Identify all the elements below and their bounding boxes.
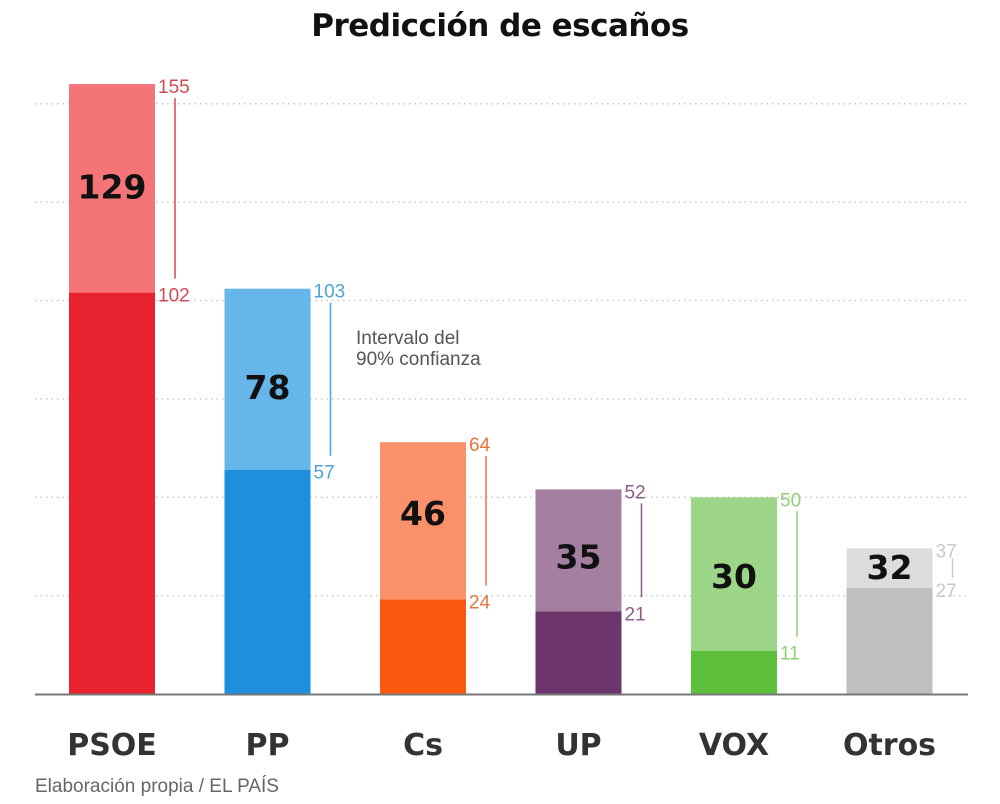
lower-bound-label: 102 (158, 286, 190, 307)
bar-interval-lower (380, 599, 466, 694)
upper-bound-label: 50 (780, 490, 801, 511)
lower-bound-label: 24 (469, 593, 491, 614)
category-label: PP (246, 728, 290, 763)
category-label: Otros (843, 728, 936, 763)
lower-bound-label: 57 (314, 463, 335, 484)
lower-bound-label: 21 (625, 604, 646, 625)
category-label: PSOE (67, 728, 157, 763)
bar-interval-upper (224, 288, 311, 470)
upper-bound-label: 103 (314, 282, 346, 303)
bar-interval-upper (380, 442, 466, 600)
upper-bound-label: 64 (469, 435, 491, 456)
lower-bound-label: 27 (936, 581, 957, 602)
category-label: UP (555, 728, 601, 763)
source-credit: Elaboración propia / EL PAÍS (35, 776, 279, 797)
prediction-value-label: 78 (245, 368, 291, 407)
bar-interval-upper (535, 489, 622, 612)
bar-interval-lower (846, 587, 933, 694)
bar-interval-lower (69, 292, 155, 694)
upper-bound-label: 37 (936, 541, 957, 562)
chart-title: Predicción de escaños (311, 8, 689, 44)
lower-bound-label: 11 (780, 644, 800, 665)
category-label: Cs (403, 728, 443, 763)
confidence-interval-annotation: Intervalo del 90% confianza (356, 328, 481, 370)
bar-interval-upper (691, 497, 777, 651)
prediction-value-label: 46 (400, 494, 446, 533)
bar-interval-upper (846, 548, 933, 588)
upper-bound-label: 155 (158, 77, 190, 98)
prediction-value-label: 129 (78, 167, 147, 206)
annotation-line-1: Intervalo del (356, 328, 460, 349)
category-label: VOX (699, 728, 769, 763)
upper-bound-label: 52 (625, 482, 646, 503)
bar-interval-lower (691, 650, 777, 694)
bar-interval-upper (69, 84, 155, 293)
prediction-value-label: 35 (556, 537, 602, 576)
prediction-value-label: 30 (711, 557, 757, 596)
prediction-value-label: 32 (867, 548, 913, 587)
bar-interval-lower (224, 469, 311, 694)
bar-interval-lower (535, 611, 622, 694)
annotation-line-2: 90% confianza (356, 349, 481, 370)
